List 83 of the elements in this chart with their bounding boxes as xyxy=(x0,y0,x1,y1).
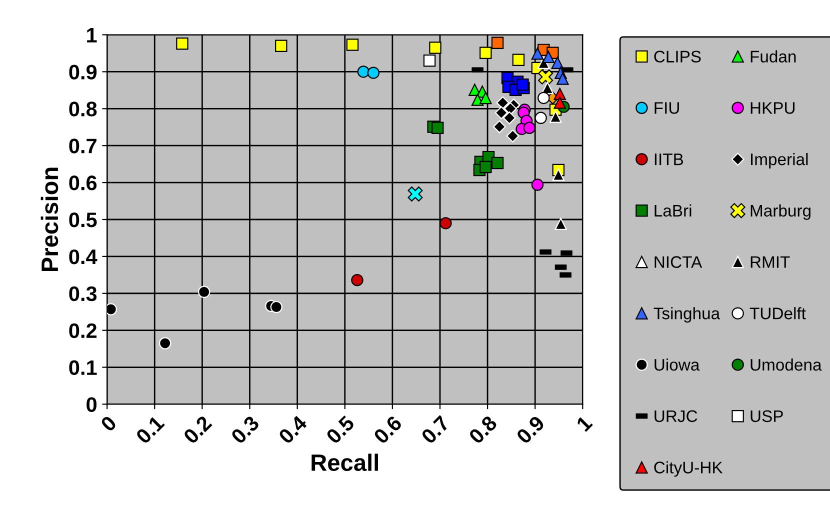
y-tick-label: 1 xyxy=(87,28,97,42)
point xyxy=(275,40,288,52)
point xyxy=(506,130,520,142)
point xyxy=(554,88,566,100)
point xyxy=(351,274,364,286)
y-tick-label: 0.9 xyxy=(69,64,97,80)
x-tick-label: 1 xyxy=(576,414,593,432)
x-tick-label: 0.9 xyxy=(516,414,546,445)
point xyxy=(551,56,564,69)
legend-label: Tsinghua xyxy=(654,307,720,323)
point xyxy=(176,38,188,50)
x-tick-label: 0.6 xyxy=(372,414,403,445)
point xyxy=(480,160,492,174)
legend-label: CLIPS xyxy=(654,50,701,62)
x-tick-label: 0 xyxy=(100,414,118,432)
y-tick-label: 0.7 xyxy=(69,138,96,154)
point xyxy=(554,218,567,230)
legend-label: CityU-HK xyxy=(654,461,723,477)
point xyxy=(556,72,569,85)
x-tick-label: 0.8 xyxy=(468,414,498,445)
legend-label: Imperial xyxy=(751,152,808,169)
point xyxy=(554,96,566,109)
legend-label: Uiowa xyxy=(654,358,700,371)
legend-label: Marburg xyxy=(750,204,810,220)
x-tick-label: 0.4 xyxy=(278,414,308,445)
point xyxy=(531,178,544,191)
point xyxy=(538,69,554,84)
point xyxy=(480,46,492,59)
point xyxy=(491,156,504,170)
legend-label: NICTA xyxy=(654,256,702,268)
legend-label: FIU xyxy=(654,102,679,114)
legend-label: RMIT xyxy=(750,256,790,268)
x-tick-label: 0.5 xyxy=(325,414,356,445)
legend-label: URJC xyxy=(654,410,698,422)
point xyxy=(523,122,536,134)
y-tick-label: 0.3 xyxy=(69,286,97,302)
point xyxy=(534,112,547,124)
point xyxy=(494,106,508,120)
point xyxy=(408,186,423,202)
legend-label: USP xyxy=(750,410,783,422)
point xyxy=(504,102,517,116)
x-tick-label: 0.3 xyxy=(230,414,260,445)
x-axis-title: Recall xyxy=(312,454,378,472)
legend-label: TUDelft xyxy=(750,307,806,320)
x-tick-label: 0.1 xyxy=(135,414,166,445)
legend-label: LaBri xyxy=(654,204,692,217)
legend-label: Fudan xyxy=(750,50,796,62)
point xyxy=(440,217,452,230)
point xyxy=(357,66,370,78)
point xyxy=(531,48,544,60)
legend-label: IITB xyxy=(654,154,684,166)
y-tick-label: 0 xyxy=(86,397,96,412)
point xyxy=(158,337,172,350)
legend-label: HKPU xyxy=(750,102,795,114)
y-tick-label: 0.1 xyxy=(69,360,97,376)
y-tick-label: 0.4 xyxy=(69,249,98,264)
point xyxy=(491,36,504,50)
y-tick-label: 0.6 xyxy=(69,176,97,190)
y-axis-title: Precision xyxy=(40,168,58,272)
point xyxy=(367,66,380,79)
point xyxy=(552,168,565,181)
point xyxy=(471,94,484,106)
y-tick-label: 0.8 xyxy=(69,102,97,116)
point xyxy=(496,96,510,110)
y-tick-label: 0.5 xyxy=(69,212,97,228)
point xyxy=(198,286,210,298)
legend-label: Umodena xyxy=(750,358,822,371)
point xyxy=(492,120,506,134)
point xyxy=(538,92,550,104)
point xyxy=(516,78,529,91)
point xyxy=(429,42,442,54)
x-tick-label: 0.2 xyxy=(182,414,212,445)
point xyxy=(542,50,555,64)
y-tick-label: 0.2 xyxy=(69,323,97,338)
point xyxy=(512,54,525,66)
x-tick-label: 0.7 xyxy=(420,414,450,445)
point xyxy=(423,54,436,67)
point xyxy=(502,111,516,124)
point xyxy=(431,122,444,134)
point xyxy=(549,110,562,123)
point xyxy=(346,38,359,51)
point xyxy=(480,92,492,104)
point xyxy=(270,300,282,314)
